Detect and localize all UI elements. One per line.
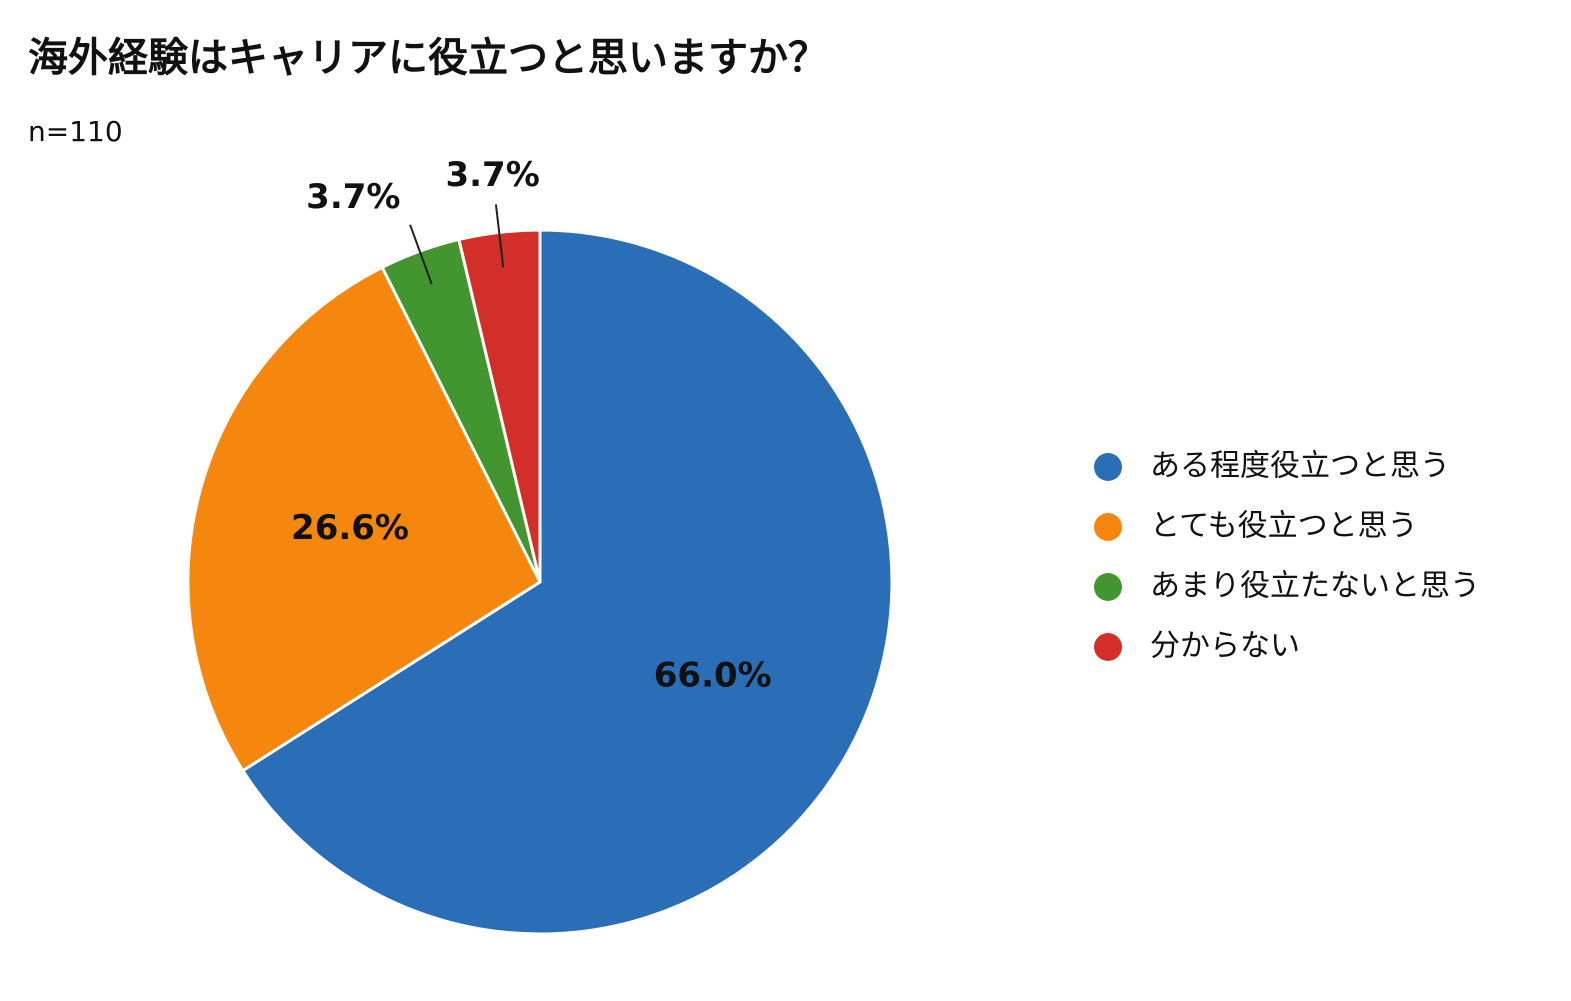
chart-title: 海外経験はキャリアに役立つと思いますか？ [28,35,828,81]
value-label: 3.7% [306,177,400,217]
legend-marker [1094,453,1122,481]
legend-label: ある程度役立つと思う [1150,449,1450,484]
legend-marker [1094,513,1122,541]
legend-marker [1094,633,1122,661]
value-label: 3.7% [445,155,539,195]
pie-slice [240,228,894,936]
leader-line [494,204,505,268]
legend-label: とても役立つと思う [1150,509,1418,544]
legend-marker [1094,573,1122,601]
legend-label: あまり役立たないと思う [1150,569,1480,604]
pie-slice [186,265,542,773]
chart-subtitle: n=110 [28,115,123,148]
value-label: 26.6% [291,508,409,548]
legend-label: 分からない [1150,629,1300,664]
leader-line [409,224,433,285]
value-label: 66.0% [654,655,772,695]
